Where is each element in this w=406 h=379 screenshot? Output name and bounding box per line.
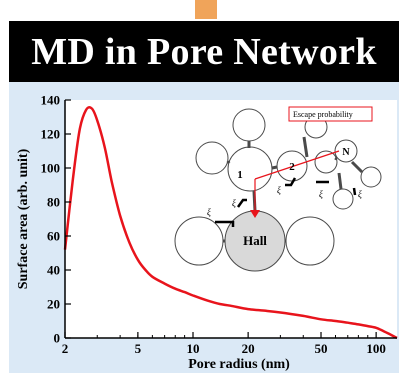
pore-right: [360, 166, 382, 188]
series-line: [63, 106, 398, 340]
xi-arrow-2: [285, 177, 297, 187]
pore-hall-left: [174, 216, 224, 266]
legend-box: [288, 106, 373, 122]
hall-label: Hall: [243, 233, 267, 248]
page-title: MD in Pore Network: [31, 30, 377, 73]
legend-label: Escape probability: [293, 110, 353, 119]
xi-arrow-1: [236, 198, 247, 208]
pore-2-label: 2: [289, 161, 295, 173]
accent-tab: [195, 0, 217, 19]
y-tick-label: 0: [54, 331, 61, 346]
x-tick-label: 10: [187, 341, 200, 356]
escape-arrowhead: [250, 210, 260, 218]
bottom-strip: [9, 373, 399, 379]
xi-label: ξ: [232, 198, 236, 208]
chart-svg: ξ ξ ξ ξ ξ 1 2 N Hall Escape probability …: [16, 93, 398, 372]
pore-hall-right: [285, 216, 335, 266]
pore-1: [227, 146, 273, 192]
y-tick-label: 100: [41, 161, 61, 176]
y-tick-label: 140: [41, 93, 61, 108]
y-tick-label: 40: [47, 263, 60, 278]
xi-label: ξ: [207, 207, 211, 217]
pore-n-left: [314, 150, 338, 174]
plot-area: [65, 100, 397, 338]
chart-panel: ξ ξ ξ ξ ξ 1 2 N Hall Escape probability …: [9, 82, 399, 373]
pore-n: [334, 139, 358, 163]
y-tick-label: 20: [47, 297, 60, 312]
title-bar: MD in Pore Network: [9, 21, 399, 82]
x-tick-label: 5: [135, 341, 142, 356]
pore-1-label: 1: [237, 169, 243, 181]
pore-n-bottom: [332, 188, 354, 210]
x-tick-label: 50: [315, 341, 328, 356]
xi-label: ξ: [358, 189, 362, 199]
pore-n-label: N: [342, 147, 350, 158]
pore-left-small: [195, 141, 229, 175]
xi-label: ξ: [319, 189, 323, 199]
x-tick-label: 2: [62, 341, 69, 356]
y-tick-label: 60: [47, 229, 60, 244]
pore-top: [232, 108, 266, 142]
pore-network-diagram: ξ ξ ξ ξ ξ 1 2 N Hall Escape probability: [174, 106, 382, 272]
xi-label: ξ: [277, 185, 281, 195]
y-axis-label: Surface area (arb. unit): [16, 148, 31, 289]
y-tick-label: 80: [47, 195, 60, 210]
x-tick-label: 20: [242, 341, 255, 356]
xi-arrow-hall-left: [215, 220, 235, 227]
y-tick-label: 120: [41, 127, 61, 142]
x-tick-label: 100: [366, 341, 386, 356]
x-axis-label: Pore radius (nm): [188, 357, 290, 372]
xi-arrow-right: [352, 187, 357, 196]
